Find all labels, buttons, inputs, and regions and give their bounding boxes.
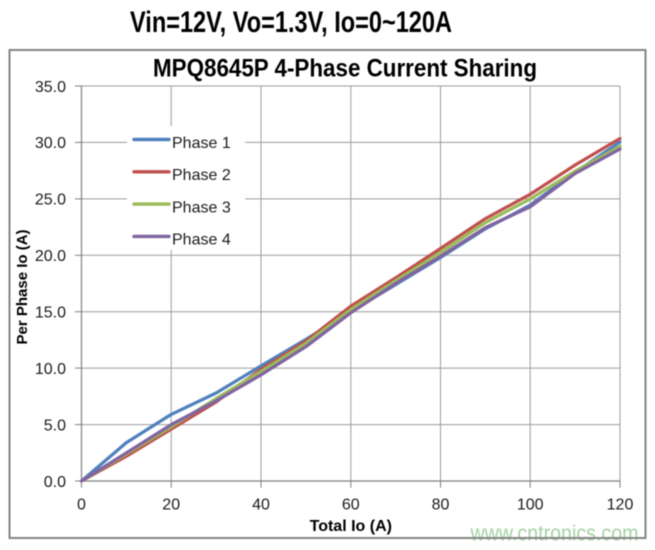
svg-text:Per Phase Io (A): Per Phase Io (A) [14, 229, 31, 344]
svg-text:100: 100 [517, 497, 544, 514]
svg-text:15.0: 15.0 [35, 305, 66, 322]
svg-text:30.0: 30.0 [35, 135, 66, 152]
svg-text:Total Io (A): Total Io (A) [310, 518, 392, 535]
svg-text:0.0: 0.0 [44, 474, 66, 491]
svg-text:Phase 3: Phase 3 [172, 199, 231, 216]
svg-text:20: 20 [162, 497, 180, 514]
svg-text:0: 0 [77, 497, 86, 514]
svg-text:Vin=12V, Vo=1.3V, Io=0~120A: Vin=12V, Vo=1.3V, Io=0~120A [130, 6, 452, 39]
svg-text:80: 80 [432, 497, 450, 514]
svg-text:25.0: 25.0 [35, 192, 66, 209]
svg-text:35.0: 35.0 [35, 79, 66, 96]
svg-text:Phase 1: Phase 1 [172, 135, 231, 152]
svg-text:www.cntronics.com: www.cntronics.com [470, 521, 639, 546]
svg-text:5.0: 5.0 [44, 417, 66, 434]
svg-text:40: 40 [252, 497, 270, 514]
svg-text:10.0: 10.0 [35, 361, 66, 378]
svg-text:120: 120 [607, 497, 634, 514]
svg-text:60: 60 [342, 497, 360, 514]
svg-text:Phase 4: Phase 4 [172, 232, 231, 249]
svg-text:20.0: 20.0 [35, 248, 66, 265]
svg-text:MPQ8645P 4-Phase Current Shari: MPQ8645P 4-Phase Current Sharing [153, 55, 537, 83]
svg-text:Phase 2: Phase 2 [172, 167, 231, 184]
